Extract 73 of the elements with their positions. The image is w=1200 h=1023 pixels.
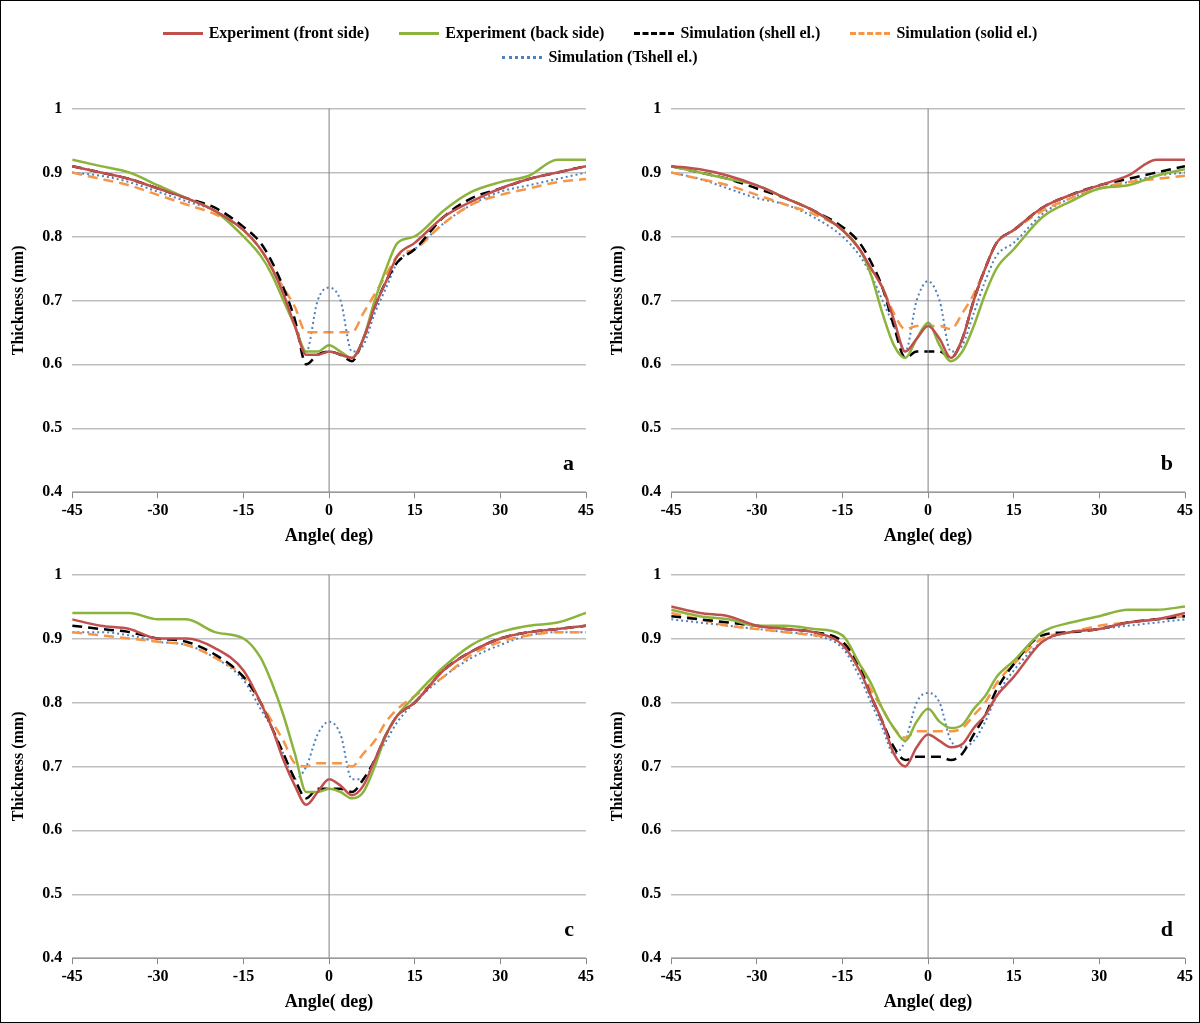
y-tick-label: 0.6 [42,354,63,372]
y-tick-label: 0.6 [641,354,662,372]
y-tick-label: 0.8 [641,692,662,710]
x-axis-title: Angle( deg) [284,524,374,546]
x-tick-label: -15 [831,966,854,984]
x-tick-label: 45 [1177,966,1193,984]
legend-label: Simulation (shell el.) [680,24,821,42]
x-tick-label: -30 [746,966,768,984]
y-tick-label: 0.5 [641,884,662,902]
y-tick-label: 0.7 [42,290,63,308]
y-tick-label: 0.4 [42,948,63,966]
y-tick-label: 1 [54,564,63,582]
x-tick-label: 15 [1005,966,1022,984]
y-tick-label: 0.5 [641,418,662,436]
x-tick-label: -45 [660,966,682,984]
x-tick-label: -30 [147,500,169,518]
y-tick-label: 1 [653,564,662,582]
y-tick-label: 0.5 [42,884,63,902]
x-tick-label: 45 [578,966,594,984]
x-tick-label: 30 [1091,966,1108,984]
x-tick-label: 15 [406,966,423,984]
y-tick-label: 0.7 [641,290,662,308]
y-tick-label: 0.4 [641,948,662,966]
x-tick-label: -45 [61,500,83,518]
x-tick-label: 45 [1177,500,1193,518]
x-tick-label: -15 [232,500,255,518]
legend-label: Experiment (front side) [208,24,370,42]
x-axis-title: Angle( deg) [284,990,374,1012]
y-tick-label: 0.9 [641,628,662,646]
y-tick-label: 0.8 [42,692,63,710]
y-axis-title: Thickness (mm) [607,245,626,356]
y-tick-label: 0.7 [641,756,662,774]
y-axis-title: Thickness (mm) [8,245,27,356]
y-tick-label: 0.4 [641,482,662,500]
x-tick-label: 0 [924,500,933,518]
y-axis-title: Thickness (mm) [607,711,626,822]
x-axis-title: Angle( deg) [883,524,973,546]
legend-label: Simulation (solid el.) [896,24,1038,42]
x-tick-label: -15 [232,966,255,984]
x-tick-label: 45 [578,500,594,518]
x-tick-label: -45 [61,966,83,984]
y-tick-label: 0.9 [641,162,662,180]
annotation: b [1160,450,1173,476]
y-tick-label: 0.9 [42,162,63,180]
annotation: a [563,450,574,476]
y-tick-label: 0.6 [641,820,662,838]
y-tick-label: 0.5 [42,418,63,436]
x-tick-label: -30 [147,966,169,984]
annotation: d [1160,916,1173,942]
y-tick-label: 0.8 [42,226,63,244]
x-tick-label: 15 [406,500,423,518]
x-tick-label: 30 [1091,500,1108,518]
x-tick-label: -30 [746,500,768,518]
x-tick-label: 0 [325,500,334,518]
x-tick-label: -15 [831,500,854,518]
y-tick-label: 0.6 [42,820,63,838]
x-tick-label: 0 [924,966,933,984]
x-tick-label: 15 [1005,500,1022,518]
y-tick-label: 1 [653,98,662,116]
y-tick-label: 1 [54,98,63,116]
y-tick-label: 0.4 [42,482,63,500]
y-axis-title: Thickness (mm) [8,711,27,822]
x-axis-title: Angle( deg) [883,990,973,1012]
x-tick-label: 0 [325,966,334,984]
y-tick-label: 0.9 [42,628,63,646]
y-tick-label: 0.8 [641,226,662,244]
y-tick-label: 0.7 [42,756,63,774]
annotation: c [564,916,575,942]
legend-label: Simulation (Tshell el.) [548,48,698,66]
x-tick-label: 30 [492,500,509,518]
x-tick-label: -45 [660,500,682,518]
x-tick-label: 30 [492,966,509,984]
legend-label: Experiment (back side) [445,24,605,42]
